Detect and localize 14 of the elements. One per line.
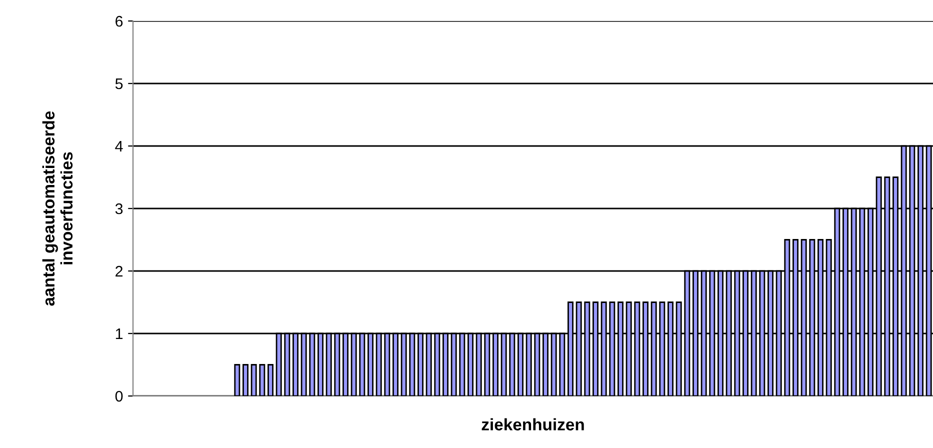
y-tick-label: 4 (115, 141, 123, 152)
bar (234, 364, 240, 396)
bar (242, 364, 248, 396)
y-tick-label: 0 (115, 390, 123, 402)
bar (268, 364, 274, 396)
bar (259, 364, 266, 396)
y-axis-title: aantal geautomatiseerde invoerfuncties (42, 111, 73, 306)
bar (250, 364, 257, 396)
y-tick-label: 5 (115, 78, 123, 90)
y-tick-label: 2 (116, 266, 123, 277)
y-tick-label: 1 (116, 328, 123, 340)
x-axis-title: ziekenhuizen (482, 418, 584, 430)
y-tick-label: 6 (116, 16, 123, 27)
y-tick-label: 3 (115, 203, 123, 214)
